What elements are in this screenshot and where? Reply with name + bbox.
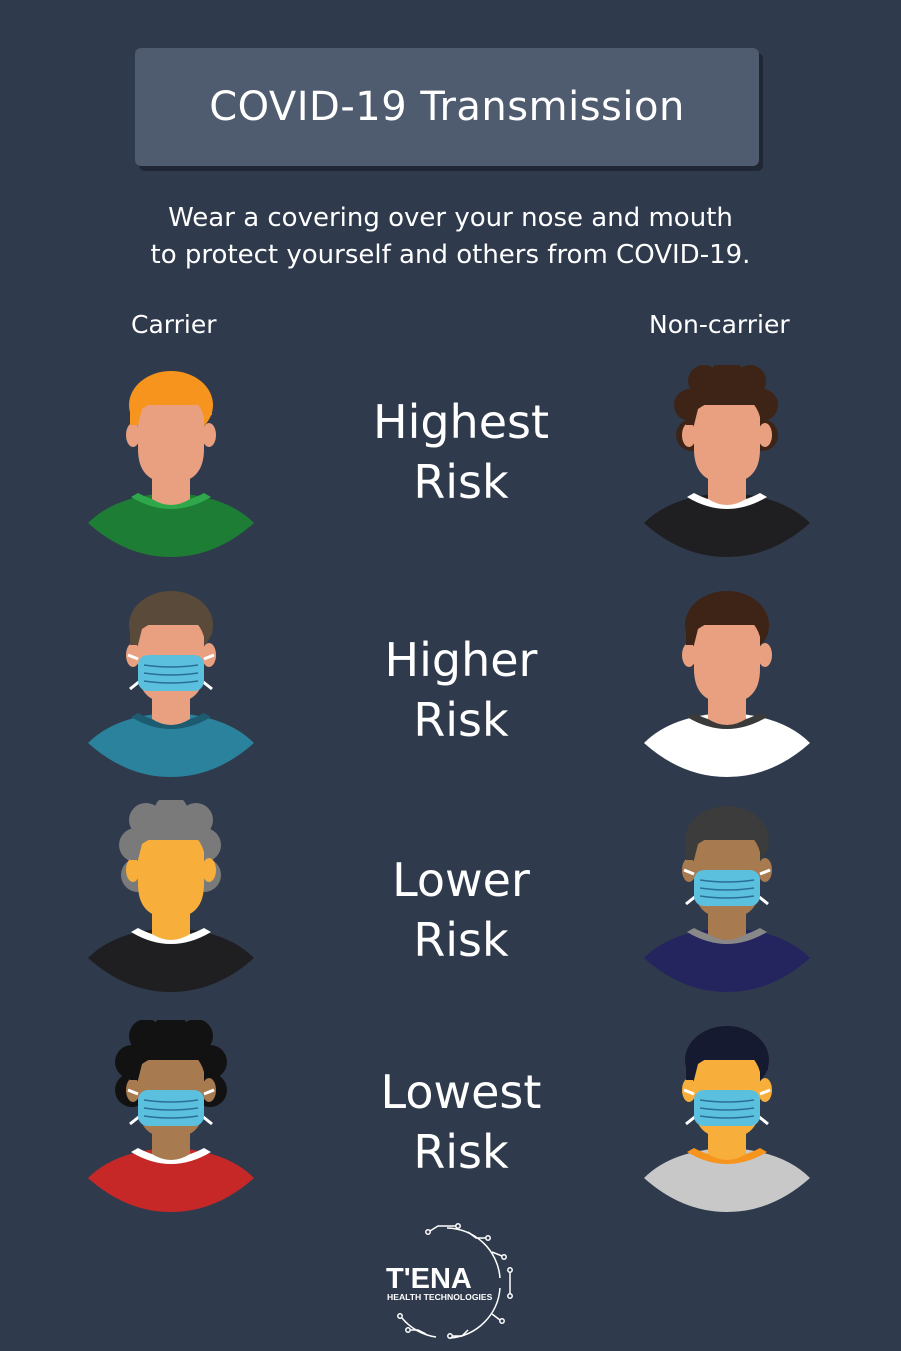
face: [694, 405, 760, 483]
collar: [131, 493, 211, 509]
face-mask-icon: [127, 1088, 215, 1126]
page-title: COVID-19 Transmission: [209, 84, 685, 130]
shirt: [644, 493, 810, 557]
person-non-carrier-row-2: [644, 591, 810, 777]
ear-left: [682, 858, 696, 882]
risk-label-lower: Lower Risk: [330, 850, 592, 970]
hair-front: [130, 373, 212, 425]
risk-level: Highest: [372, 395, 550, 449]
ear-left: [126, 643, 140, 667]
hair-front: [130, 593, 212, 645]
ear-left: [126, 1078, 140, 1102]
hair-front: [686, 808, 768, 860]
circuit-ring-icon: [397, 1223, 513, 1339]
shirt: [644, 1148, 810, 1212]
person-non-carrier-row-1: [644, 365, 810, 557]
risk-label-lowest: Lowest Risk: [330, 1062, 592, 1182]
risk-label-highest: Highest Risk: [330, 392, 592, 512]
ear-right: [758, 858, 772, 882]
hair-front: [686, 1028, 768, 1080]
person-carrier-row-1: [88, 371, 254, 557]
shirt: [88, 713, 254, 777]
person-non-carrier-row-3: [644, 806, 810, 992]
subtitle: Wear a covering over your nose and mouth…: [0, 200, 901, 274]
ear-left: [682, 423, 696, 447]
logo-name: T'ENA: [386, 1263, 472, 1295]
collar: [687, 493, 767, 509]
non-carrier-label: Non-carrier: [649, 310, 790, 339]
shirt: [644, 928, 810, 992]
ear-right: [202, 858, 216, 882]
ear-right: [202, 1078, 216, 1102]
person-carrier-row-3: [88, 800, 254, 992]
person-non-carrier-row-4: [644, 1026, 810, 1212]
ear-right: [202, 643, 216, 667]
face: [138, 405, 204, 483]
risk-word: Risk: [413, 1125, 509, 1179]
risk-level: Higher: [384, 633, 538, 687]
risk-level: Lower: [392, 853, 530, 907]
risk-level: Lowest: [380, 1065, 542, 1119]
ear-right: [758, 1078, 772, 1102]
person-carrier-row-4: [88, 1020, 254, 1212]
ear-right: [758, 423, 772, 447]
face: [138, 840, 204, 918]
subtitle-line-2: to protect yourself and others from COVI…: [150, 240, 751, 270]
face-mask-icon: [683, 1088, 771, 1126]
hair-front: [130, 808, 212, 860]
risk-label-higher: Higher Risk: [330, 630, 592, 750]
person-carrier-row-2: [88, 591, 254, 777]
ear-left: [682, 1078, 696, 1102]
face-mask-icon: [683, 868, 771, 906]
risk-word: Risk: [413, 455, 509, 509]
shirt: [88, 928, 254, 992]
ear-left: [126, 858, 140, 882]
title-banner: COVID-19 Transmission: [135, 48, 759, 166]
collar: [131, 928, 211, 944]
hair-front: [686, 593, 768, 645]
subtitle-line-1: Wear a covering over your nose and mouth: [168, 203, 733, 233]
risk-word: Risk: [413, 693, 509, 747]
hair-front: [686, 373, 768, 425]
face-mask-icon: [127, 653, 215, 691]
ear-left: [682, 643, 696, 667]
collar: [687, 928, 767, 944]
hair-front: [130, 1028, 212, 1080]
shirt: [88, 493, 254, 557]
carrier-label: Carrier: [131, 310, 217, 339]
shirt: [644, 713, 810, 777]
shirt: [88, 1148, 254, 1212]
ear-left: [126, 423, 140, 447]
ear-right: [202, 423, 216, 447]
collar: [131, 713, 211, 729]
collar: [687, 713, 767, 729]
risk-word: Risk: [413, 913, 509, 967]
logo-tagline: HEALTH TECHNOLOGIES: [387, 1292, 493, 1302]
collar: [687, 1148, 767, 1164]
tena-logo: T'ENA HEALTH TECHNOLOGIES: [386, 1223, 513, 1339]
ear-right: [758, 643, 772, 667]
face: [694, 625, 760, 703]
collar: [131, 1148, 211, 1164]
